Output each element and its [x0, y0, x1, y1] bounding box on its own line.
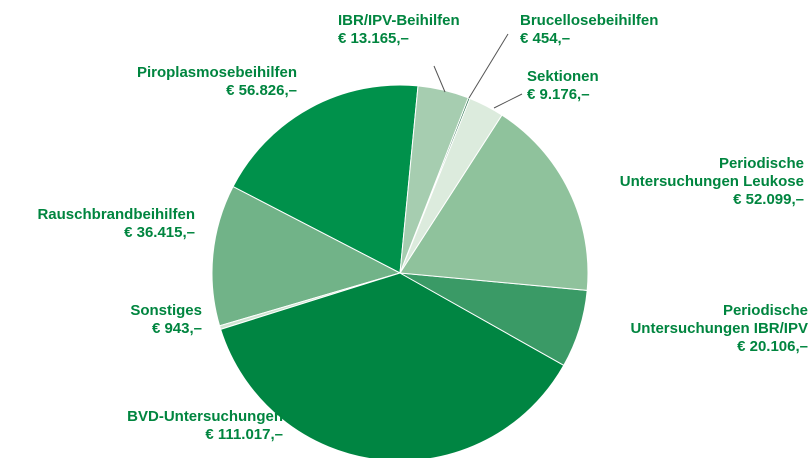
slice-value: € 9.176,– [527, 86, 590, 103]
slice-name: Brucellosebeihilfen [520, 12, 659, 29]
slice-name: Periodische Untersuchungen IBR/IPV [630, 302, 808, 337]
slice-value: € 111.017,– [205, 426, 283, 443]
leader-line [493, 93, 523, 109]
pie-slice [220, 272, 565, 458]
leader-line [433, 65, 446, 93]
slice-name: BVD-Untersuchungen [127, 408, 283, 425]
slice-label: Brucellosebeihilfen € 454,– [520, 12, 658, 48]
slice-name: Rauschbrandbeihilfen [37, 206, 195, 223]
slice-label: Rauschbrandbeihilfen € 36.415,– [37, 206, 195, 242]
slice-name: IBR/IPV-Beihilfen [338, 12, 460, 29]
pie-slice [211, 185, 402, 327]
slice-value: € 20.106,– [737, 338, 808, 355]
pie-slice [399, 114, 589, 291]
slice-value: € 52.099,– [733, 191, 804, 208]
slice-name: Sektionen [527, 68, 599, 85]
slice-value: € 56.826,– [226, 82, 297, 99]
slice-label: Periodische Untersuchungen IBR/IPV € 20.1… [630, 302, 808, 356]
slice-value: € 454,– [520, 30, 571, 47]
slice-label: BVD-Untersuchungen € 111.017,– [127, 408, 283, 444]
slice-label: Sektionen € 9.176,– [527, 68, 599, 104]
slice-name: Piroplasmosebeihilfen [136, 64, 297, 81]
slice-label: Periodische Untersuchungen Leukose € 52.0… [620, 155, 804, 209]
slice-label: Sonstiges € 943,– [130, 302, 202, 338]
pie-slice [399, 85, 469, 274]
slice-value: € 36.415,– [124, 224, 195, 241]
slice-label: IBR/IPV-Beihilfen € 13.165,– [338, 12, 460, 48]
slice-value: € 13.165,– [338, 30, 409, 47]
pie-slice [232, 84, 419, 274]
leader-line [468, 33, 509, 99]
slice-name: Sonstiges [130, 302, 202, 319]
slice-value: € 943,– [151, 320, 202, 337]
slice-label: Piroplasmosebeihilfen € 56.826,– [137, 64, 297, 100]
slice-name: Periodische Untersuchungen Leukose [619, 155, 804, 190]
